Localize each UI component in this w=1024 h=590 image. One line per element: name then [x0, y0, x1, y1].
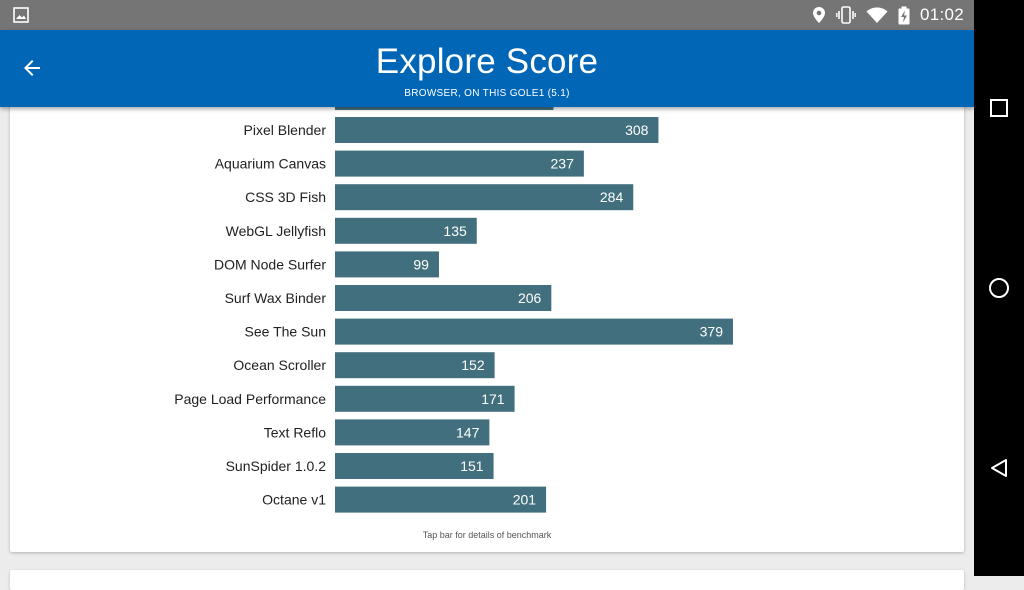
bar-page-load-performance[interactable] — [335, 385, 515, 412]
chart-footnote: Tap bar for details of benchmark — [422, 530, 552, 540]
bar-webgl-jellyfish[interactable] — [335, 217, 477, 244]
category-label: Text Reflo — [264, 424, 326, 440]
category-label: Ocean Scroller — [233, 357, 326, 373]
category-label: Surf Wax Binder — [225, 290, 327, 306]
category-label: Octane v1 — [262, 492, 326, 508]
bar-pixel-blender[interactable] — [335, 117, 659, 143]
page-subtitle: BROWSER, ON THIS GOLE1 (5.1) — [404, 88, 570, 99]
bar-octane-v1[interactable] — [335, 486, 547, 513]
bar-text-reflo[interactable] — [335, 419, 490, 446]
bar-aquarium-canvas[interactable] — [335, 150, 584, 177]
back-button[interactable] — [14, 50, 50, 86]
category-label: Aquarium Canvas — [215, 156, 326, 172]
gallery-icon — [13, 7, 29, 23]
location-icon — [812, 6, 826, 24]
nav-back-button[interactable] — [983, 452, 1015, 484]
home-icon — [989, 278, 1009, 298]
category-label: Page Load Performance — [174, 391, 326, 407]
bar-css-3d-fish[interactable] — [335, 184, 634, 211]
value-label: 135 — [443, 223, 467, 239]
value-label: 308 — [625, 122, 649, 138]
value-label: 206 — [518, 290, 542, 306]
status-bar: 01:02 — [0, 0, 974, 30]
clock: 01:02 — [919, 5, 964, 24]
page-title: Explore Score — [375, 42, 599, 81]
recent-apps-icon — [990, 99, 1008, 117]
benchmark-bar-chart: Pixel Blender 308 Aquarium Canvas 237 CSS 3D… — [174, 90, 733, 513]
battery-charging-icon — [898, 6, 910, 25]
recent-apps-button[interactable] — [983, 92, 1015, 124]
navigation-bar — [974, 0, 1024, 576]
home-button[interactable] — [983, 272, 1015, 304]
value-label: 201 — [513, 492, 537, 508]
value-label: 171 — [481, 391, 505, 407]
value-label: 99 — [413, 256, 429, 272]
value-label: 379 — [700, 324, 724, 340]
value-label: 147 — [456, 424, 480, 440]
value-label: 151 — [460, 458, 484, 474]
vibrate-icon — [836, 6, 856, 24]
bar-sunspider-1-0-2[interactable] — [335, 453, 494, 479]
next-card — [10, 570, 964, 590]
bar-surf-wax-binder[interactable] — [335, 285, 552, 311]
category-label: SunSpider 1.0.2 — [226, 458, 327, 474]
bar-dom-node-surfer[interactable] — [335, 251, 439, 278]
bar-see-the-sun[interactable] — [335, 318, 733, 345]
value-label: 237 — [551, 156, 575, 172]
arrow-left-icon — [24, 60, 40, 76]
wifi-icon — [866, 7, 888, 24]
bar-ocean-scroller[interactable] — [335, 352, 495, 379]
category-label: Pixel Blender — [244, 122, 327, 138]
value-label: 284 — [600, 189, 624, 205]
category-label: DOM Node Surfer — [214, 256, 326, 272]
category-label: See The Sun — [245, 324, 326, 340]
value-label: 152 — [461, 357, 485, 373]
back-triangle-icon — [991, 459, 1007, 477]
category-label: WebGL Jellyfish — [226, 223, 326, 239]
category-label: CSS 3D Fish — [245, 189, 326, 205]
app-bar: Explore Score BROWSER, ON THIS GOLE1 (5.… — [0, 30, 974, 107]
benchmark-card: Pixel Blender 308 Aquarium Canvas 237 CSS 3D… — [10, 90, 964, 552]
